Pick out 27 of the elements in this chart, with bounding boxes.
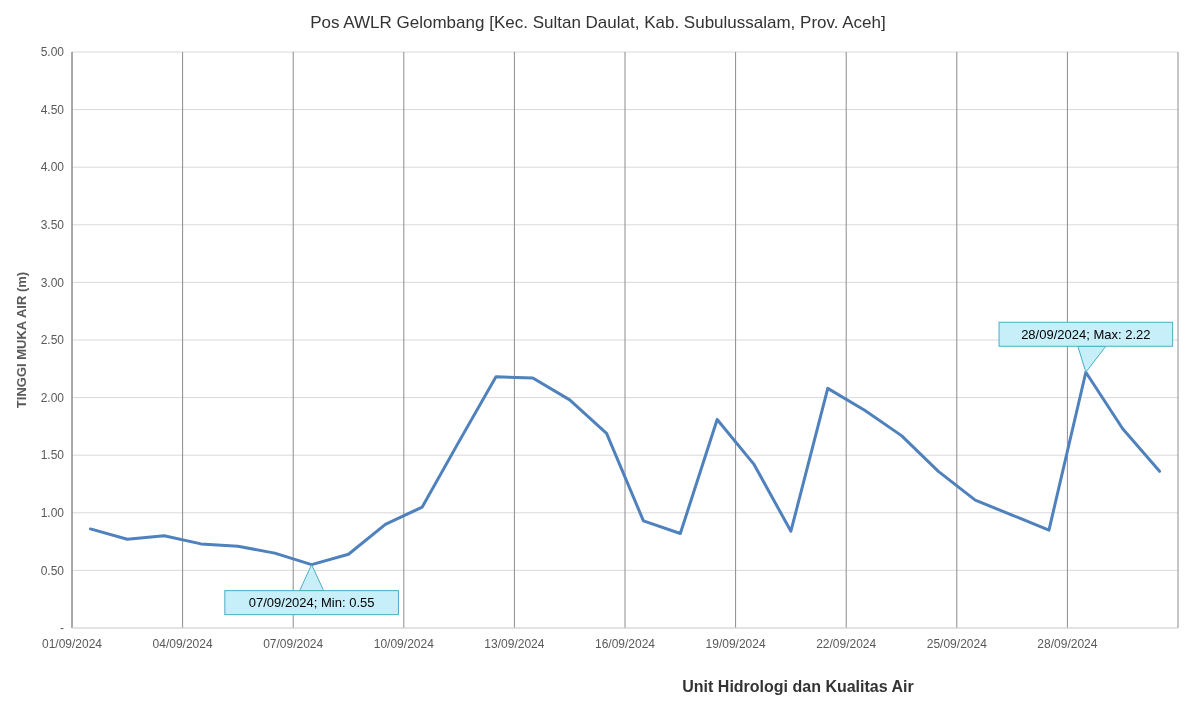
x-tick-label: 22/09/2024 (816, 637, 877, 651)
y-tick-label: 1.50 (40, 448, 65, 463)
annotation: 28/09/2024; Max: 2.22 (1021, 326, 1151, 342)
y-tick-label: 3.00 (40, 275, 65, 290)
y-tick-label: 0.50 (40, 563, 65, 578)
annotation: 07/09/2024; Min: 0.55 (248, 595, 375, 611)
x-tick-label: 07/09/2024 (263, 637, 324, 651)
y-tick-label: 2.00 (40, 390, 65, 405)
text: Unit Hidrologi dan Kualitas Air (682, 678, 914, 695)
y-tick-label: 2.50 (40, 333, 65, 348)
x-tick-label: 25/09/2024 (926, 637, 988, 651)
x-tick-label: 16/09/2024 (594, 637, 656, 651)
chart-title: Pos AWLR Gelombang [Kec. Sultan Daulat, Kab. Subulussalam, Prov. Aceh] (310, 13, 886, 32)
x-tick-label: 28/09/2024 (1037, 637, 1098, 651)
x-tick-label: 04/09/2024 (152, 637, 213, 651)
y-tick-label: 3.50 (40, 218, 65, 232)
x-tick-label: 01/09/2024 (41, 637, 103, 651)
line-series (88, 370, 1162, 567)
y-axis-title: TINGGI MUKA AIR (m) (14, 271, 29, 409)
y-tick-label: 5.00 (40, 45, 65, 60)
y-tick-label: 4.00 (40, 160, 65, 175)
x-tick-label: 19/09/2024 (705, 637, 766, 651)
y-tick-label: - (60, 621, 64, 636)
y-tick-label: 1.00 (40, 506, 65, 520)
x-tick-label: 13/09/2024 (484, 637, 545, 651)
x-tick-label: 10/09/2024 (373, 637, 435, 651)
y-tick-label: 4.50 (40, 102, 65, 117)
